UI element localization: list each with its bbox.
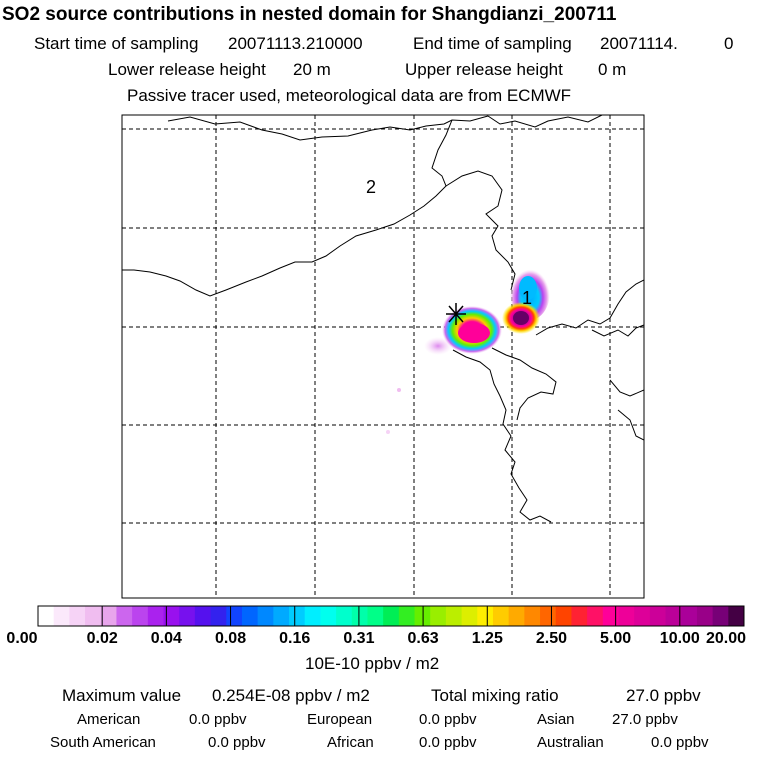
colorbar-tick-label: 2.50 (535, 630, 568, 647)
colorbar-cell (649, 606, 667, 626)
region-value-south-american: 0.0 ppbv (208, 734, 266, 751)
upper-release-value: 0 m (598, 60, 627, 79)
region-label-1: 1 (522, 288, 532, 308)
region-name-american: American (77, 711, 141, 728)
region-name-african: African (327, 734, 374, 751)
map-content: 2 1 (122, 115, 644, 598)
region-label-2: 2 (366, 177, 376, 197)
end-time-label: End time of sampling (413, 34, 572, 53)
colorbar-cell (461, 606, 478, 626)
colorbar-cell (571, 606, 588, 626)
colorbar-cell (69, 606, 86, 626)
colorbar-cell (163, 606, 180, 626)
tracer-note: Passive tracer used, meteorological data… (127, 86, 572, 105)
colorbar-cell (116, 606, 133, 626)
region-value-asian: 27.0 ppbv (612, 711, 678, 728)
region-value-african: 0.0 ppbv (419, 734, 477, 751)
colorbar-cell (194, 606, 212, 626)
colorbar-cell (681, 606, 698, 626)
colorbar-cell (351, 606, 368, 626)
colorbar-cell (555, 606, 572, 626)
colorbar-cell (665, 606, 682, 626)
total-mixing-value: 27.0 ppbv (626, 686, 701, 705)
colorbar-tick-label: 0.16 (279, 630, 311, 647)
colorbar-cell (241, 606, 259, 626)
colorbar-cell (618, 606, 635, 626)
colorbar-cell (179, 606, 196, 626)
colorbar-tick-label: 0.08 (214, 630, 247, 647)
colorbar-cell (320, 606, 337, 626)
colorbar-tick-label: 5.00 (600, 630, 632, 647)
colorbar-cell (477, 606, 494, 626)
colorbar-cell (289, 606, 306, 626)
colorbar-frame (37, 605, 745, 627)
start-time-label: Start time of sampling (34, 34, 199, 53)
colorbar-cell (492, 606, 510, 626)
colorbar-cell (100, 606, 117, 626)
colorbar-cell (226, 606, 243, 626)
map-frame (121, 114, 645, 599)
colorbar-cell (367, 606, 384, 626)
colorbar-cell (398, 606, 416, 626)
colorbar-cell (304, 606, 321, 626)
colorbar-tick-label: 0.00 (6, 630, 38, 647)
concentration-plumes (386, 264, 550, 434)
region-name-european: European (307, 711, 373, 728)
graticule (122, 115, 644, 598)
colorbar-cell (85, 606, 102, 626)
colorbar-tick-label: 20.00 (705, 630, 747, 647)
colorbar-cell (147, 606, 165, 626)
lower-release-value: 20 m (293, 60, 331, 79)
colorbar-cell (602, 606, 619, 626)
colorbar-cell (634, 606, 651, 626)
colorbar-cell (445, 606, 463, 626)
end-time-extra: 0 (724, 34, 734, 53)
end-time-value: 20071114. (600, 34, 678, 53)
colorbar-cell (336, 606, 353, 626)
colorbar-tick-label: 1.25 (471, 630, 503, 647)
max-value: 0.254E-08 ppbv / m2 (212, 686, 370, 705)
colorbar-unit: 10E-10 ppbv / m2 (305, 654, 440, 673)
boundary-lines (122, 115, 644, 523)
region-name-south-american: South American (50, 734, 156, 751)
colorbar-cell (430, 606, 447, 626)
max-value-label: Maximum value (62, 686, 182, 705)
colorbar-cell (383, 606, 400, 626)
colorbar-cell (257, 606, 274, 626)
colorbar-tick-label: 0.04 (150, 630, 182, 647)
region-name-asian: Asian (537, 711, 575, 728)
colorbar-cell (132, 606, 149, 626)
colorbar-cell (712, 606, 729, 626)
colorbar-tick-label: 0.63 (407, 630, 439, 647)
upper-release-label: Upper release height (405, 60, 563, 79)
colorbar-cell (273, 606, 290, 626)
colorbar-cell (540, 606, 557, 626)
colorbar-cell (728, 606, 745, 626)
lower-release-label: Lower release height (108, 60, 266, 79)
plot-title: SO2 source contributions in nested domai… (2, 4, 617, 25)
region-name-australian: Australian (537, 734, 604, 751)
start-time-value: 20071113.210000 (228, 34, 363, 53)
region-value-australian: 0.0 ppbv (651, 734, 709, 751)
region-value-american: 0.0 ppbv (189, 711, 247, 728)
colorbar-cell (508, 606, 525, 626)
colorbar-cell (696, 606, 714, 626)
colorbar-cell (53, 606, 70, 626)
colorbar-cell (524, 606, 541, 626)
region-value-european: 0.0 ppbv (419, 711, 477, 728)
colorbar-cell (38, 606, 55, 626)
total-mixing-label: Total mixing ratio (431, 686, 559, 705)
colorbar-cell (210, 606, 227, 626)
colorbar-cell (587, 606, 604, 626)
colorbar-tick-label: 10.00 (659, 630, 700, 647)
colorbar (37, 605, 745, 627)
station-asterisk-icon (446, 303, 466, 325)
colorbar-tick-label: 0.31 (343, 630, 375, 647)
colorbar-tick-label: 0.02 (86, 630, 118, 647)
